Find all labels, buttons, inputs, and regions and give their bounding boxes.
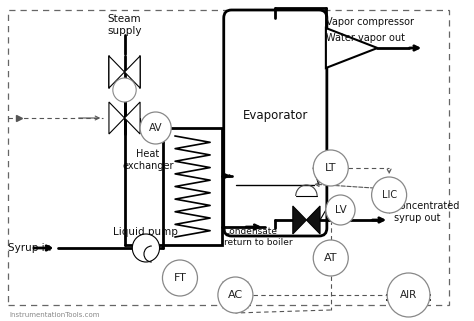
Text: Water vapor out: Water vapor out xyxy=(326,33,405,43)
Text: Syrup in: Syrup in xyxy=(8,243,51,253)
Circle shape xyxy=(140,112,171,144)
Bar xyxy=(164,128,222,245)
Text: Liquid pump: Liquid pump xyxy=(113,227,178,237)
Polygon shape xyxy=(306,206,320,234)
Circle shape xyxy=(113,78,136,102)
Text: LIC: LIC xyxy=(382,190,397,200)
FancyBboxPatch shape xyxy=(224,10,327,236)
Text: FT: FT xyxy=(173,273,186,283)
Polygon shape xyxy=(125,56,140,88)
Text: Vapor compressor: Vapor compressor xyxy=(326,17,414,27)
Circle shape xyxy=(313,240,348,276)
Polygon shape xyxy=(109,56,125,88)
Polygon shape xyxy=(326,28,377,68)
Polygon shape xyxy=(109,102,125,134)
Text: InstrumentationTools.com: InstrumentationTools.com xyxy=(10,312,100,318)
Polygon shape xyxy=(293,206,306,234)
Circle shape xyxy=(218,277,253,313)
Circle shape xyxy=(372,177,407,213)
Text: Steam
supply: Steam supply xyxy=(107,14,142,36)
Circle shape xyxy=(326,195,355,225)
Text: Condensate
return to boiler: Condensate return to boiler xyxy=(224,227,292,247)
Text: LV: LV xyxy=(335,205,346,215)
Circle shape xyxy=(387,273,430,317)
Circle shape xyxy=(163,260,198,296)
Text: LT: LT xyxy=(325,163,337,173)
Text: Concentrated
syrup out: Concentrated syrup out xyxy=(394,201,460,223)
Text: Evaporator: Evaporator xyxy=(243,108,308,122)
Text: AT: AT xyxy=(324,253,337,263)
Text: Heat
exchanger: Heat exchanger xyxy=(122,149,173,171)
Text: AV: AV xyxy=(149,123,163,133)
Polygon shape xyxy=(125,102,140,134)
Circle shape xyxy=(313,150,348,186)
Circle shape xyxy=(132,234,160,262)
Text: AC: AC xyxy=(228,290,243,300)
Text: AIR: AIR xyxy=(400,290,417,300)
